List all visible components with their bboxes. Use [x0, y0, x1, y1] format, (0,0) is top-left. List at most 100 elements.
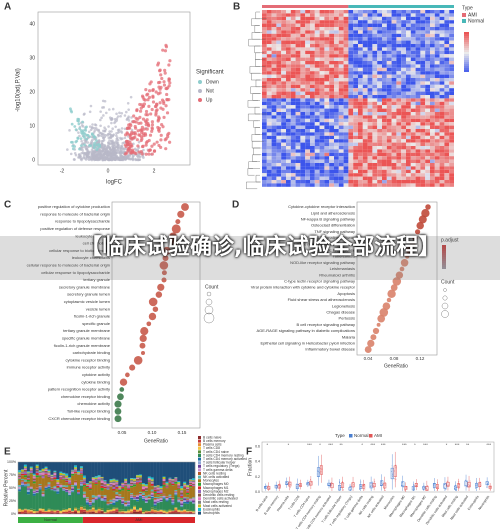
- heat-cell: [329, 47, 334, 51]
- point: [297, 484, 299, 486]
- heat-cell: [377, 20, 382, 24]
- heat-cell: [348, 118, 354, 123]
- heat-cell: [281, 23, 286, 27]
- heat-cell: [420, 156, 426, 160]
- point: [136, 129, 140, 133]
- bar-segment: [112, 484, 116, 488]
- heat-cell: [386, 57, 392, 61]
- heat-cell: [425, 91, 430, 95]
- heat-cell: [276, 152, 282, 157]
- heat-cell: [391, 129, 397, 133]
- heat-cell: [281, 47, 286, 51]
- point: [264, 487, 266, 489]
- heat-cell: [305, 183, 310, 187]
- bar-segment: [150, 462, 154, 478]
- heat-cell: [290, 95, 296, 99]
- heat-cell: [286, 88, 291, 92]
- heat-cell: [338, 118, 344, 123]
- label: Mast cells activated: [203, 504, 232, 508]
- heat-cell: [305, 10, 310, 14]
- heat-cell: [281, 118, 286, 123]
- heat-cell: [286, 40, 291, 44]
- bar-segment: [174, 480, 178, 482]
- label: Down: [206, 79, 219, 85]
- heat-cell: [362, 64, 368, 68]
- heat-cell: [415, 139, 421, 143]
- bar-segment: [103, 501, 107, 512]
- bar-segment: [183, 481, 187, 484]
- heat-cell: [353, 142, 358, 146]
- heat-cell: [334, 95, 339, 99]
- bar-segment: [171, 462, 175, 480]
- bar-segment: [147, 511, 151, 513]
- heat-cell: [319, 180, 325, 184]
- bar-segment: [180, 490, 184, 492]
- bar-segment: [180, 497, 184, 499]
- point: [80, 124, 84, 127]
- heat-cell: [271, 30, 277, 34]
- bar-segment: [171, 479, 175, 480]
- bar-segment: [35, 512, 39, 514]
- legend-key: [369, 434, 373, 438]
- heat-cell: [353, 108, 358, 112]
- heat-cell: [314, 118, 320, 123]
- heat-cell: [415, 169, 421, 174]
- heat-cell: [295, 105, 301, 109]
- heat-cell: [377, 64, 382, 68]
- bar-segment: [85, 462, 89, 484]
- heat-cell: [362, 91, 368, 95]
- heat-cell: [401, 129, 406, 133]
- bar-segment: [59, 483, 63, 485]
- bar-segment: [56, 510, 60, 513]
- bar-segment: [79, 485, 84, 506]
- heat-cell: [382, 149, 387, 153]
- bar-segment: [171, 485, 175, 486]
- bar-segment: [29, 489, 33, 509]
- bar-segment: [138, 495, 143, 496]
- bar-segment: [77, 508, 81, 511]
- heat-cell: [372, 176, 378, 180]
- heat-cell: [286, 33, 291, 38]
- heat-cell: [271, 64, 277, 68]
- heat-cell: [286, 159, 291, 163]
- heat-cell: [314, 166, 320, 170]
- heat-cell: [367, 91, 373, 95]
- point: [328, 484, 329, 486]
- bar-segment: [77, 513, 81, 514]
- bar-segment: [77, 488, 81, 490]
- bar-segment: [124, 512, 128, 514]
- heat-cell: [295, 108, 301, 112]
- heat-cell: [401, 112, 406, 116]
- point: [329, 485, 330, 486]
- bar-segment: [68, 512, 72, 514]
- point: [84, 128, 88, 132]
- heat-cell: [358, 91, 363, 95]
- heat-cell: [276, 81, 282, 85]
- label: ***: [423, 442, 428, 447]
- heat-cell: [334, 64, 339, 68]
- label: vesicle lumen: [86, 306, 110, 311]
- bar-segment: [44, 469, 48, 471]
- colorbar: [464, 34, 469, 36]
- bar-segment: [41, 462, 45, 469]
- bar-segment: [150, 479, 154, 481]
- bar-segment: [94, 477, 98, 479]
- heat-cell: [286, 84, 291, 89]
- bar-segment: [156, 485, 160, 487]
- bar-segment: [171, 497, 175, 500]
- legend-dot: [205, 298, 213, 306]
- label: Up: [206, 97, 213, 103]
- heat-cell: [396, 183, 402, 187]
- point: [395, 478, 397, 480]
- heat-cell: [295, 98, 301, 102]
- heat-cell: [415, 112, 421, 116]
- heat-cell: [415, 30, 421, 34]
- heat-cell: [281, 30, 286, 34]
- bar-segment: [144, 490, 148, 492]
- bar-segment: [23, 470, 28, 472]
- heat-cell: [434, 16, 440, 21]
- heat-cell: [343, 23, 349, 27]
- heat-cell: [372, 95, 378, 99]
- bar-segment: [159, 487, 163, 489]
- bar-segment: [47, 477, 51, 483]
